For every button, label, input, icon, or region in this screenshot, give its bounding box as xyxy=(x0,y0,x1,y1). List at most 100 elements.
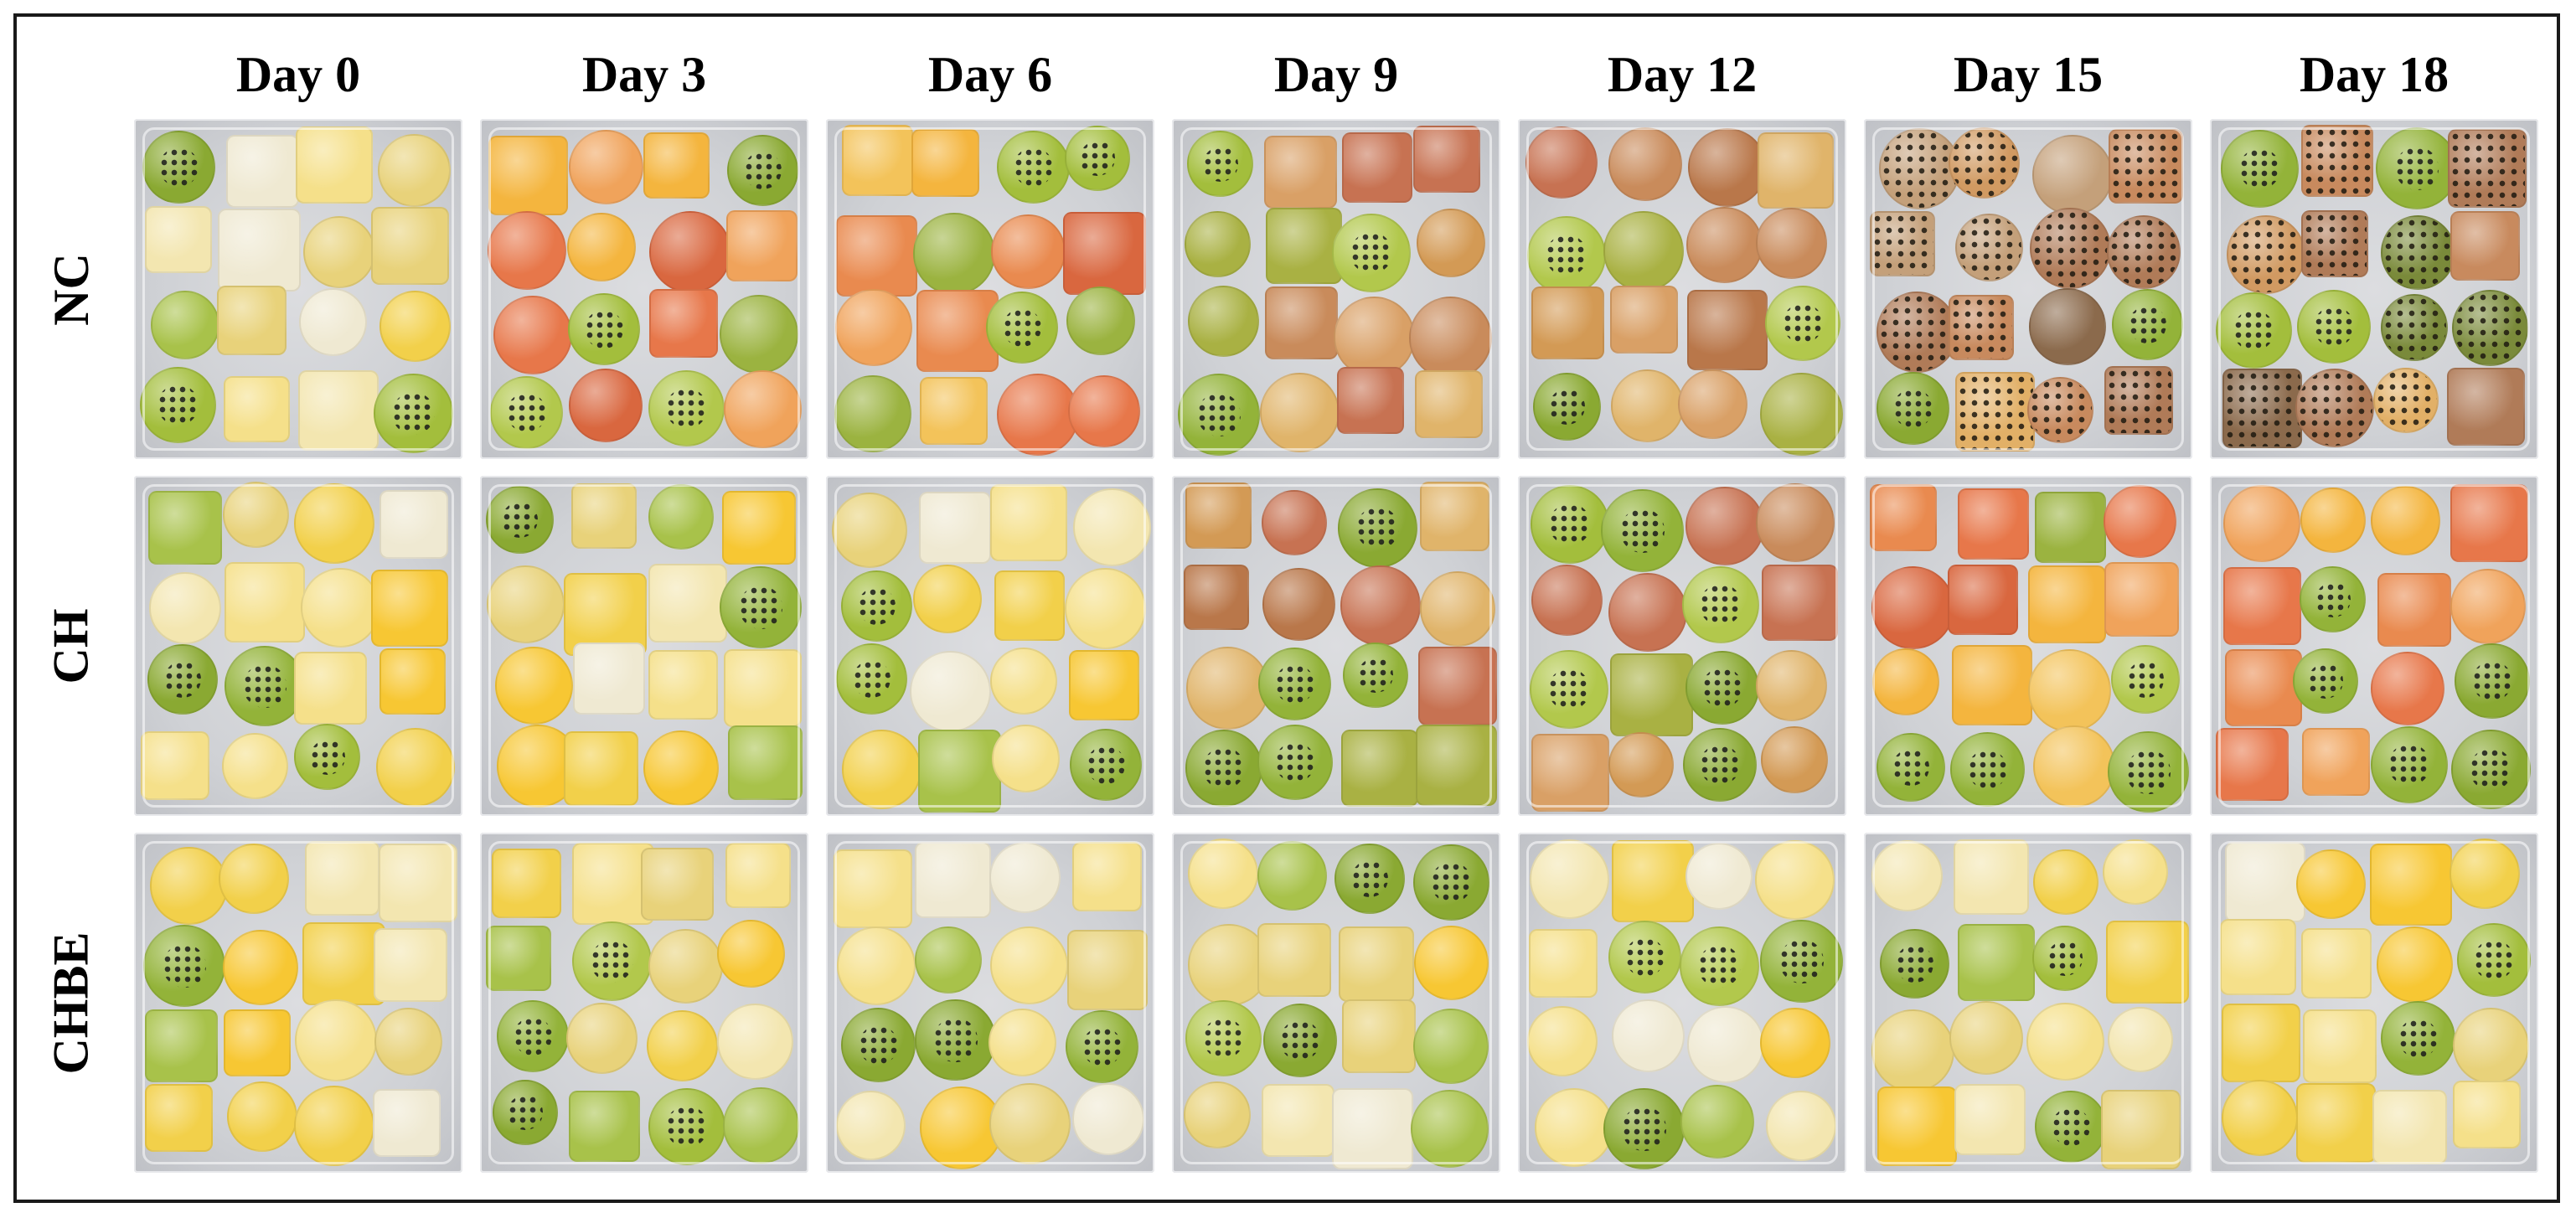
fruit-piece xyxy=(1420,482,1489,551)
fruit-piece xyxy=(226,135,299,208)
kiwi-seeds xyxy=(1545,234,1588,277)
fruit-piece xyxy=(1417,209,1485,277)
fruit-tray-photo xyxy=(1518,119,1846,459)
fruit-piece xyxy=(990,648,1057,715)
fruit-piece xyxy=(643,730,719,806)
fruit-piece xyxy=(1260,373,1340,452)
fruit-piece xyxy=(2104,485,2176,558)
fruit-piece xyxy=(916,290,999,372)
fruit-piece xyxy=(834,849,912,928)
fruit-tray-photo xyxy=(480,476,808,816)
fruit-piece xyxy=(145,1009,218,1082)
kiwi-seeds xyxy=(1431,862,1472,903)
fruit-piece xyxy=(571,483,637,549)
kiwi-piece xyxy=(2300,566,2366,632)
kiwi-piece xyxy=(2297,290,2371,364)
kiwi-piece xyxy=(568,293,640,365)
fruit-piece xyxy=(2301,125,2373,197)
fruit-piece xyxy=(1188,839,1258,909)
fruit-piece xyxy=(1337,367,1404,434)
kiwi-seeds xyxy=(1700,745,1740,785)
fruit-piece xyxy=(2223,485,2300,562)
fruit-piece xyxy=(1949,295,2014,360)
kiwi-piece xyxy=(1338,488,1417,568)
fruit-piece xyxy=(486,926,551,991)
fruit-piece xyxy=(2371,652,2444,725)
fruit-piece xyxy=(569,1091,640,1162)
kiwi-piece xyxy=(1187,131,1253,197)
kiwi-piece xyxy=(2216,292,2292,369)
fruit-piece xyxy=(1608,127,1682,201)
fruit-piece xyxy=(1756,650,1827,721)
fruit-piece xyxy=(569,130,643,204)
fruit-piece xyxy=(994,570,1065,641)
kiwi-seeds xyxy=(1700,584,1742,626)
fruit-piece xyxy=(992,725,1060,792)
fruit-piece xyxy=(145,206,212,273)
fruit-piece xyxy=(2225,842,2305,922)
fruit-piece xyxy=(834,375,911,452)
fruit-piece xyxy=(2303,1009,2377,1083)
fruit-piece xyxy=(2028,565,2106,643)
fruit-piece xyxy=(1685,487,1764,565)
fruit-piece xyxy=(2101,1090,2181,1169)
fruit-piece xyxy=(1877,1086,1957,1166)
fruit-piece xyxy=(1065,568,1146,649)
kiwi-piece xyxy=(493,1080,558,1145)
fruit-piece xyxy=(728,725,803,800)
kiwi-seeds xyxy=(507,393,546,432)
kiwi-piece xyxy=(490,376,563,449)
kiwi-piece xyxy=(1185,730,1262,807)
fruit-tray-photo xyxy=(2210,119,2538,459)
fruit-piece xyxy=(1610,286,1678,354)
fruit-piece xyxy=(2108,1007,2173,1072)
kiwi-seeds xyxy=(2470,748,2512,791)
fruit-piece xyxy=(2035,492,2106,563)
fruit-piece xyxy=(2370,844,2452,926)
fruit-piece xyxy=(493,296,572,374)
kiwi-seeds xyxy=(1274,741,1316,783)
fruit-piece xyxy=(2222,369,2302,448)
kiwi-piece xyxy=(294,724,360,790)
fruit-piece xyxy=(1066,286,1135,355)
fruit-piece xyxy=(2222,1004,2300,1082)
fruit-piece xyxy=(720,295,798,374)
fruit-piece xyxy=(2381,215,2455,290)
fruit-piece xyxy=(1871,566,1954,649)
kiwi-seeds xyxy=(2315,581,2351,617)
fruit-piece xyxy=(2372,1090,2447,1164)
fruit-piece xyxy=(1529,929,1598,998)
fruit-piece xyxy=(1342,999,1416,1073)
kiwi-seeds xyxy=(1358,658,1393,693)
fruit-piece xyxy=(2450,211,2520,281)
fruit-piece xyxy=(641,848,714,921)
kiwi-seeds xyxy=(1350,859,1389,898)
fruit-piece xyxy=(915,926,982,993)
kiwi-piece xyxy=(1263,1004,1337,1077)
fruit-piece xyxy=(1531,286,1604,359)
fruit-piece xyxy=(1069,650,1139,720)
kiwi-piece xyxy=(1185,1000,1262,1076)
fruit-piece xyxy=(379,648,446,715)
kiwi-piece xyxy=(841,570,912,642)
fruit-piece xyxy=(1755,840,1835,920)
kiwi-piece xyxy=(1066,1010,1138,1083)
fruit-piece xyxy=(836,1091,906,1160)
fruit-piece xyxy=(1068,375,1140,447)
kiwi-seeds xyxy=(738,585,783,630)
fruit-piece xyxy=(2447,368,2525,446)
kiwi-seeds xyxy=(2052,1107,2090,1146)
kiwi-seeds xyxy=(2474,940,2514,980)
fruit-piece xyxy=(379,490,448,559)
fruit-piece xyxy=(2296,849,2366,919)
fruit-piece xyxy=(492,849,561,918)
fruit-piece xyxy=(1265,286,1338,359)
fruit-piece xyxy=(1334,297,1415,378)
fruit-piece xyxy=(1266,208,1342,284)
fruit-piece xyxy=(488,211,566,290)
fruit-piece xyxy=(1686,207,1763,283)
kiwi-piece xyxy=(147,644,218,715)
fruit-tray-photo xyxy=(1864,119,2192,459)
fruit-piece xyxy=(2301,928,2372,999)
kiwi-piece xyxy=(1531,485,1609,564)
